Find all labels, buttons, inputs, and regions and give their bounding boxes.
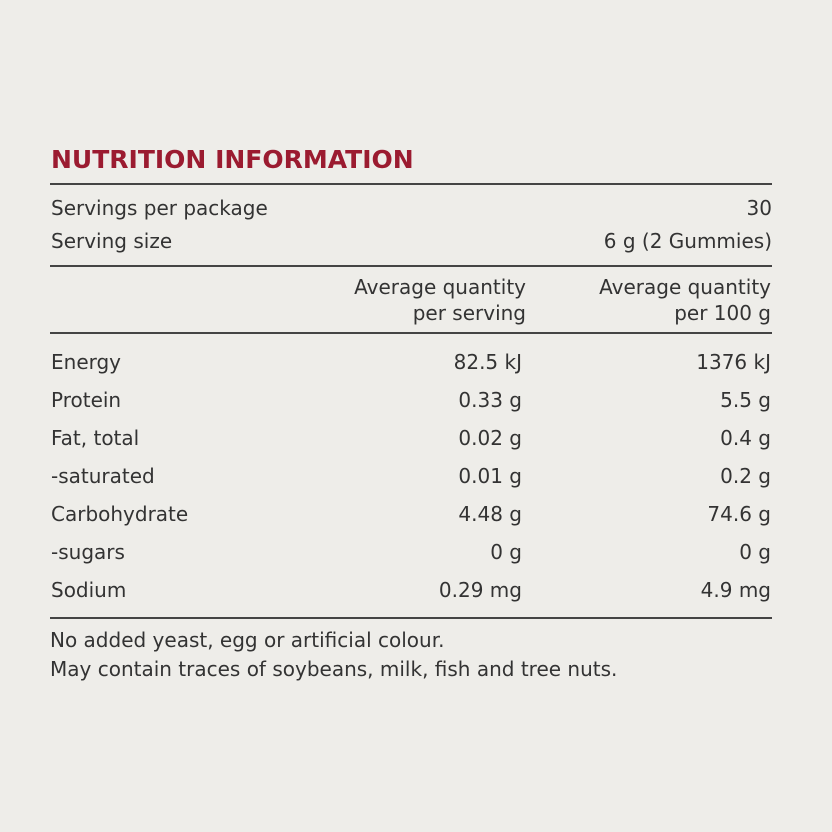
column-header: Average quantity xyxy=(599,275,771,299)
nutrient-name: Fat, total xyxy=(51,426,140,450)
serving-value: 30 xyxy=(746,196,772,220)
note: May contain traces of soybeans, milk, fi… xyxy=(50,657,618,681)
value: 0 g xyxy=(490,540,522,564)
value: 4.48 g xyxy=(458,502,522,526)
column-header: per serving xyxy=(412,301,526,325)
nutrient-name: Carbohydrate xyxy=(51,502,189,526)
column-header: per 100 g xyxy=(674,301,771,325)
rule xyxy=(50,617,772,619)
title: NUTRITION INFORMATION xyxy=(51,145,414,174)
value: 4.9 mg xyxy=(700,578,771,602)
nutrient-name: -saturated xyxy=(51,464,155,488)
value: 1376 kJ xyxy=(696,350,771,374)
value: 5.5 g xyxy=(720,388,771,412)
nutrient-name: Sodium xyxy=(51,578,127,602)
serving-value: 6 g (2 Gummies) xyxy=(603,229,772,253)
value: 0.4 g xyxy=(720,426,771,450)
rule xyxy=(50,265,772,267)
serving-label: Servings per package xyxy=(51,196,268,220)
nutrient-name: Energy xyxy=(51,350,122,374)
value: 0.2 g xyxy=(720,464,771,488)
value: 74.6 g xyxy=(707,502,771,526)
column-header: Average quantity xyxy=(354,275,526,299)
value: 0.01 g xyxy=(458,464,522,488)
nutrient-name: -sugars xyxy=(51,540,125,564)
value: 0.33 g xyxy=(458,388,522,412)
serving-label: Serving size xyxy=(51,229,173,253)
value: 82.5 kJ xyxy=(453,350,522,374)
rule xyxy=(50,332,772,334)
note: No added yeast, egg or artificial colour… xyxy=(50,628,445,652)
value: 0.29 mg xyxy=(438,578,522,602)
nutrient-name: Protein xyxy=(51,388,122,412)
value: 0 g xyxy=(739,540,771,564)
rule xyxy=(50,183,772,185)
value: 0.02 g xyxy=(458,426,522,450)
